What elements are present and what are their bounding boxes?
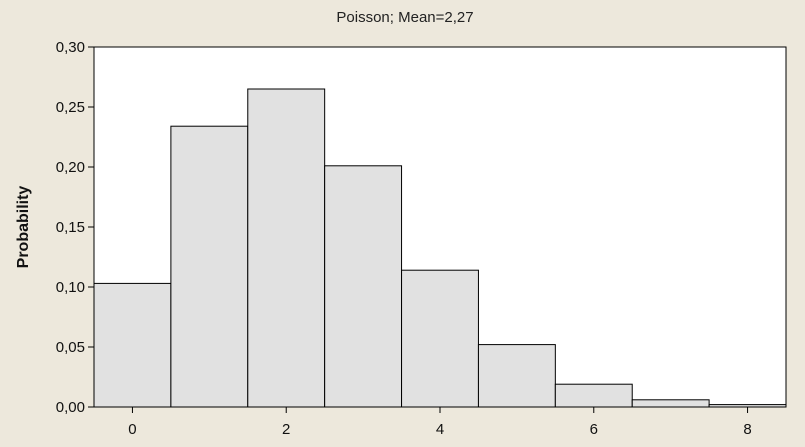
x-axis-label: X [433, 445, 444, 447]
bar-x-8 [708, 404, 787, 408]
y-tick-label: 0,25 [56, 99, 85, 116]
x-tick-label: 2 [282, 421, 290, 438]
bar-x-3 [324, 165, 403, 408]
y-axis-label: Probability [15, 186, 32, 269]
y-ticks-group: 0,00 0,05 0,10 0,15 0,20 0,25 0,30 [56, 39, 94, 416]
x-tick-label: 8 [743, 421, 751, 438]
bars-group [93, 88, 787, 408]
x-tick-label: 4 [436, 421, 444, 438]
y-tick-label: 0,00 [56, 399, 85, 416]
x-tick-label: 6 [590, 421, 598, 438]
bar-x-0 [93, 282, 172, 408]
y-tick-label: 0,05 [56, 339, 85, 356]
bar-x-5 [477, 344, 556, 408]
x-tick-label: 0 [128, 421, 136, 438]
bar-x-2 [247, 88, 326, 408]
y-tick-label: 0,15 [56, 219, 85, 236]
bar-x-6 [554, 383, 633, 408]
bar-x-1 [170, 125, 249, 408]
bar-x-4 [401, 269, 479, 408]
y-tick-label: 0,10 [56, 279, 85, 296]
y-tick-label: 0,30 [56, 39, 85, 56]
y-tick-label: 0,20 [56, 159, 85, 176]
bar-x-7 [631, 399, 710, 408]
x-ticks-group: 0 2 4 6 8 [128, 407, 752, 438]
chart-title: Poisson; Mean=2,27 [336, 9, 473, 26]
